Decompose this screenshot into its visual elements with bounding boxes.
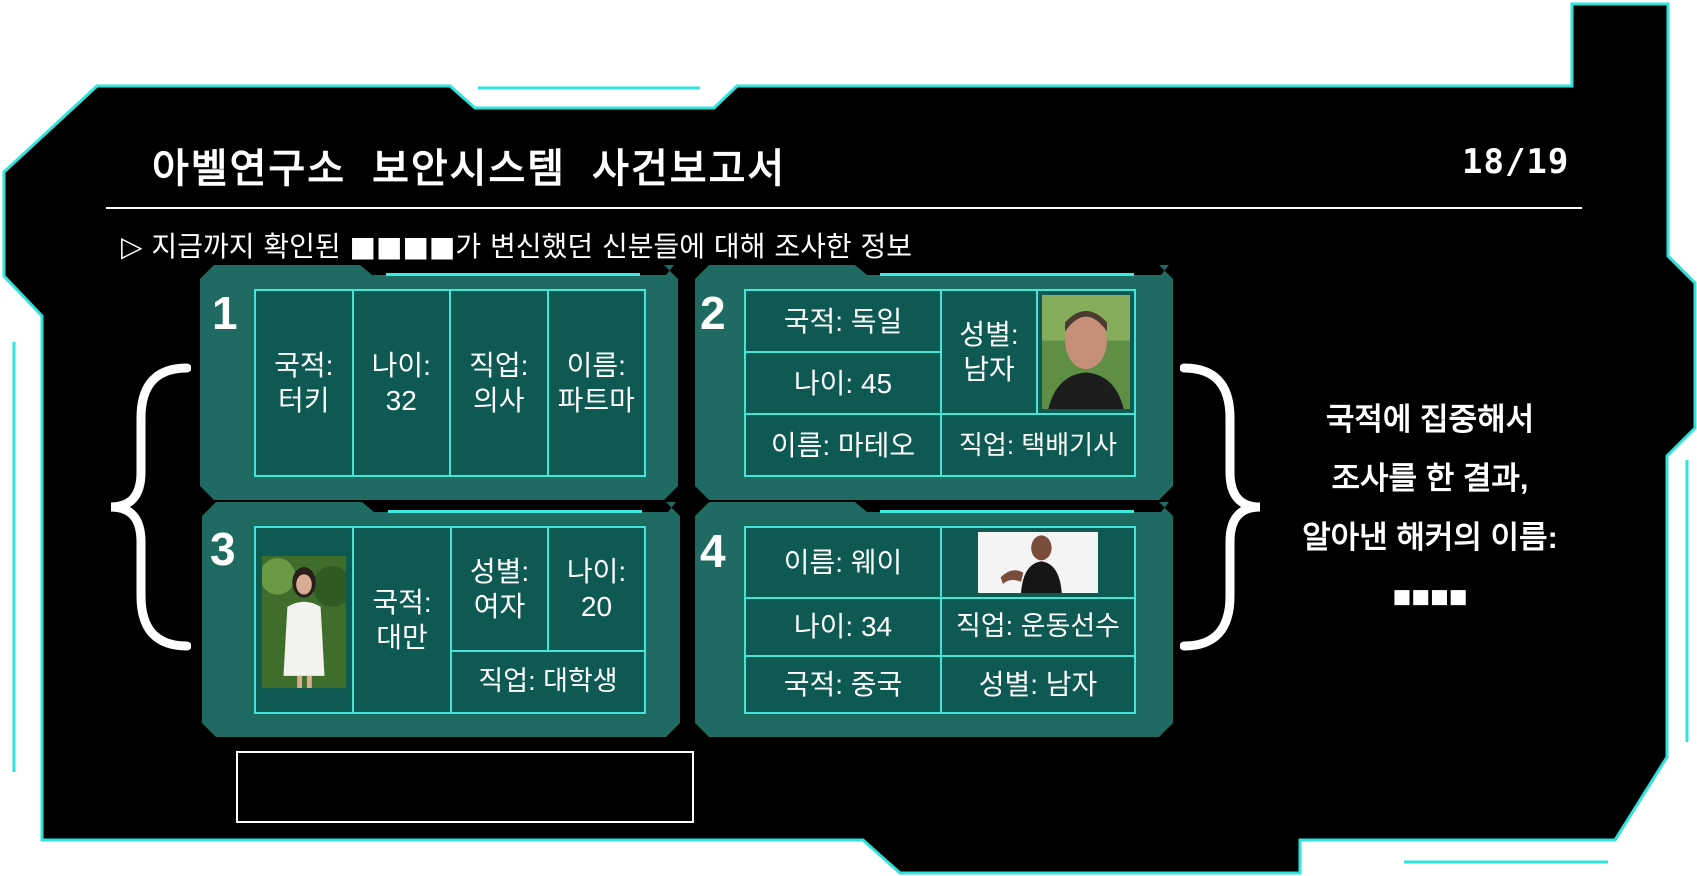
card-2-gender: 성별: 남자: [941, 290, 1037, 414]
card-1-accent: [386, 273, 640, 276]
card-3-age: 나이: 20: [548, 527, 645, 651]
card-4-accent: [880, 510, 1134, 513]
card-1-age: 나이: 32: [352, 290, 450, 476]
card-4-age: 나이: 34: [745, 598, 941, 656]
card-4-name: 이름: 웨이: [745, 527, 941, 599]
card-2-accent: [880, 273, 1134, 276]
card-1-nationality: 국적: 터키: [255, 290, 353, 476]
card-2-job: 직업: 택배기사: [941, 414, 1135, 476]
card-2-grid: 국적: 독일 성별: 남자 나이: 45 이름: 마테오 직업: 택배기사: [744, 289, 1136, 477]
card-3-accent: [388, 510, 642, 513]
card-4-number: 4: [700, 525, 726, 577]
card-3-grid: 국적: 대만 성별: 여자 나이: 20 직업: 대학생: [254, 526, 646, 714]
report-title: 아벨연구소 보안시스템 사건보고서: [152, 146, 787, 192]
title-divider: [106, 207, 1582, 209]
card-4-nationality: 국적: 중국: [745, 655, 941, 713]
card-2-age: 나이: 45: [745, 352, 941, 414]
card-1-name: 이름: 파트마: [547, 290, 645, 476]
conclusion-line-2: 조사를 한 결과,: [1331, 461, 1529, 496]
card-3-gender: 성별: 여자: [451, 527, 548, 651]
left-curly-brace: [110, 363, 191, 651]
card-2-number: 2: [700, 287, 726, 339]
woman-portrait-photo: [262, 556, 346, 688]
card-3-job: 직업: 대학생: [451, 651, 645, 713]
card-4-grid: 이름: 웨이 나이: 34 직업: 운동선수 국적: 중국 성별: 남자: [744, 526, 1136, 714]
card-4-photo: [941, 527, 1135, 599]
conclusion-text: 국적에 집중해서 조사를 한 결과, 알아낸 해커의 이름: ■■■■: [1270, 390, 1590, 626]
right-curly-brace: [1180, 363, 1261, 651]
page-counter: 18/19: [1462, 142, 1570, 182]
conclusion-line-1: 국적에 집중해서: [1325, 402, 1535, 437]
card-1-number: 1: [212, 287, 238, 339]
answer-input-box[interactable]: [236, 751, 694, 823]
card-3-number: 3: [210, 523, 236, 575]
card-3-photo: [255, 527, 353, 713]
athlete-photo: [978, 532, 1098, 594]
card-3-nationality: 국적: 대만: [353, 527, 451, 713]
card-2-nationality: 국적: 독일: [745, 290, 941, 352]
card-4-gender: 성별: 남자: [941, 655, 1135, 713]
card-1-job: 직업: 의사: [450, 290, 548, 476]
card-4-job: 직업: 운동선수: [941, 598, 1135, 656]
man-portrait-photo: [1042, 295, 1130, 409]
card-1-grid: 국적: 터키 나이: 32 직업: 의사 이름: 파트마: [254, 289, 646, 477]
hacker-name-redacted: ■■■■: [1392, 579, 1468, 614]
card-2-photo: [1037, 290, 1135, 414]
conclusion-line-3: 알아낸 해커의 이름:: [1302, 520, 1558, 555]
report-subtitle: ▷ 지금까지 확인된 ■■■■가 변신했던 신분들에 대해 조사한 정보: [121, 230, 913, 263]
card-2-name: 이름: 마테오: [745, 414, 941, 476]
